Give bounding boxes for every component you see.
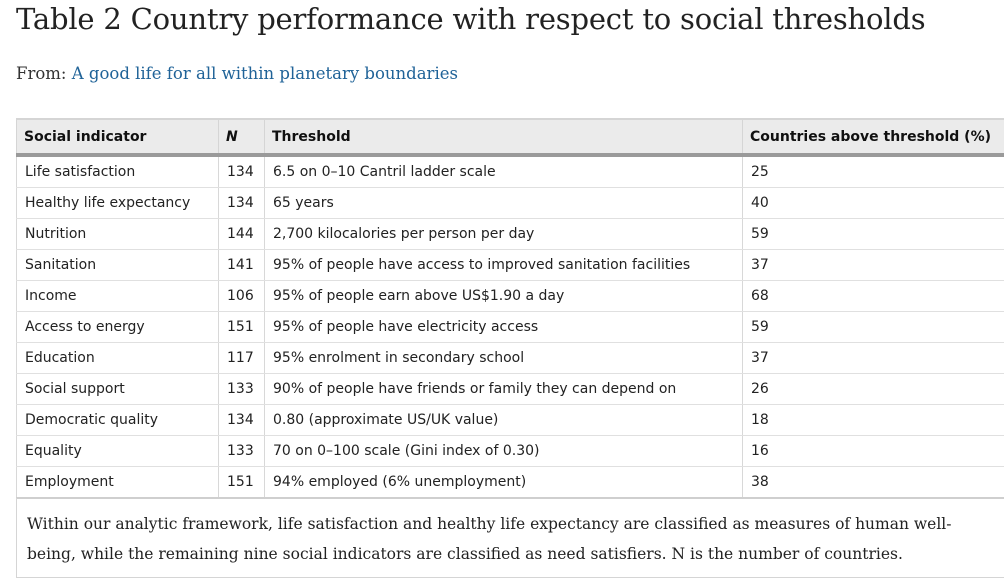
table-row: Employment 151 94% employed (6% unemployme… xyxy=(16,466,1004,499)
table-header-row: Social indicator N Threshold Countries a… xyxy=(16,118,1004,157)
cell-indicator: Income xyxy=(16,280,219,312)
cell-n: 141 xyxy=(218,249,265,281)
table-row: Social support 133 90% of people have frie… xyxy=(16,373,1004,405)
cell-n: 134 xyxy=(218,187,265,219)
cell-indicator: Healthy life expectancy xyxy=(16,187,219,219)
table-footnote: Within our analytic framework, life sati… xyxy=(16,498,1004,578)
cell-indicator: Nutrition xyxy=(16,218,219,250)
cell-threshold: 95% of people earn above US$1.90 a day xyxy=(264,280,743,312)
cell-indicator: Democratic quality xyxy=(16,404,219,436)
header-threshold: Threshold xyxy=(264,118,743,157)
table-container: Social indicator N Threshold Countries a… xyxy=(16,118,1004,499)
cell-n: 151 xyxy=(218,311,265,343)
cell-indicator: Equality xyxy=(16,435,219,467)
table-row: Healthy life expectancy 134 65 years 40 xyxy=(16,187,1004,219)
cell-percent: 68 xyxy=(742,280,1004,312)
header-social-indicator: Social indicator xyxy=(16,118,219,157)
cell-threshold: 65 years xyxy=(264,187,743,219)
table-row: Nutrition 144 2,700 kilocalories per perso… xyxy=(16,218,1004,250)
cell-n: 144 xyxy=(218,218,265,250)
cell-indicator: Access to energy xyxy=(16,311,219,343)
cell-n: 133 xyxy=(218,373,265,405)
table-row: Sanitation 141 95% of people have access t… xyxy=(16,249,1004,281)
table-row: Equality 133 70 on 0–100 scale (Gini index… xyxy=(16,435,1004,467)
cell-threshold: 2,700 kilocalories per person per day xyxy=(264,218,743,250)
table-row: Education 117 95% enrolment in secondary s… xyxy=(16,342,1004,374)
cell-n: 134 xyxy=(218,155,265,188)
table-row: Income 106 95% of people earn above US$1.9… xyxy=(16,280,1004,312)
cell-percent: 59 xyxy=(742,311,1004,343)
source-article-link[interactable]: A good life for all within planetary bou… xyxy=(71,64,458,83)
cell-percent: 18 xyxy=(742,404,1004,436)
cell-percent: 59 xyxy=(742,218,1004,250)
cell-percent: 40 xyxy=(742,187,1004,219)
social-thresholds-table: Social indicator N Threshold Countries a… xyxy=(16,118,1004,499)
cell-percent: 16 xyxy=(742,435,1004,467)
cell-indicator: Life satisfaction xyxy=(16,155,219,188)
source-prefix: From: xyxy=(16,64,67,83)
table-row: Life satisfaction 134 6.5 on 0–10 Cantril … xyxy=(16,155,1004,188)
table-body: Life satisfaction 134 6.5 on 0–10 Cantril … xyxy=(16,155,1004,499)
cell-threshold: 94% employed (6% unemployment) xyxy=(264,466,743,499)
source-line: From: A good life for all within planeta… xyxy=(16,64,458,83)
header-countries-above: Countries above threshold (%) xyxy=(742,118,1004,157)
cell-percent: 37 xyxy=(742,249,1004,281)
cell-threshold: 90% of people have friends or family the… xyxy=(264,373,743,405)
cell-n: 106 xyxy=(218,280,265,312)
cell-n: 151 xyxy=(218,466,265,499)
cell-indicator: Employment xyxy=(16,466,219,499)
cell-threshold: 95% of people have electricity access xyxy=(264,311,743,343)
cell-threshold: 95% enrolment in secondary school xyxy=(264,342,743,374)
table-row: Democratic quality 134 0.80 (approximate U… xyxy=(16,404,1004,436)
cell-n: 133 xyxy=(218,435,265,467)
cell-threshold: 70 on 0–100 scale (Gini index of 0.30) xyxy=(264,435,743,467)
cell-n: 117 xyxy=(218,342,265,374)
cell-percent: 25 xyxy=(742,155,1004,188)
cell-threshold: 6.5 on 0–10 Cantril ladder scale xyxy=(264,155,743,188)
cell-indicator: Sanitation xyxy=(16,249,219,281)
table-row: Access to energy 151 95% of people have el… xyxy=(16,311,1004,343)
cell-n: 134 xyxy=(218,404,265,436)
cell-percent: 38 xyxy=(742,466,1004,499)
cell-indicator: Social support xyxy=(16,373,219,405)
cell-indicator: Education xyxy=(16,342,219,374)
page-title: Table 2 Country performance with respect… xyxy=(16,2,926,36)
cell-percent: 37 xyxy=(742,342,1004,374)
cell-threshold: 0.80 (approximate US/UK value) xyxy=(264,404,743,436)
header-n: N xyxy=(218,118,265,157)
cell-percent: 26 xyxy=(742,373,1004,405)
cell-threshold: 95% of people have access to improved sa… xyxy=(264,249,743,281)
